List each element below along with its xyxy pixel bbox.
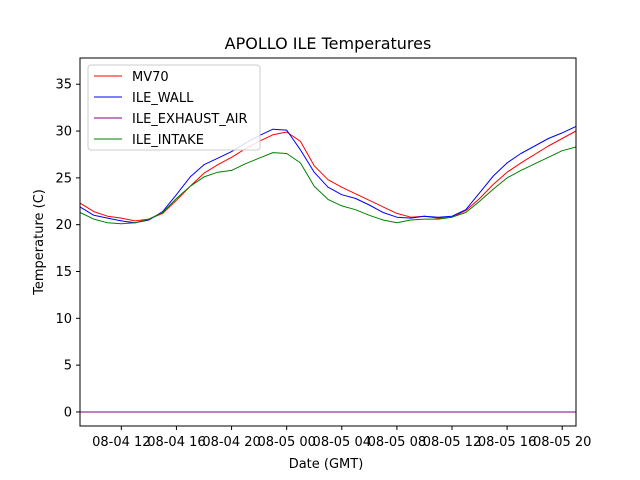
- legend-box: [87, 64, 261, 151]
- y-tick-label: 35: [55, 78, 72, 93]
- x-axis-label: Date (GMT): [289, 457, 364, 472]
- x-tick-label: 08-04 20: [202, 435, 260, 450]
- legend-label: ILE_INTAKE: [132, 133, 204, 148]
- series-line-mv70: [79, 130, 577, 222]
- y-tick-label: 5: [64, 359, 72, 374]
- y-tick-label: 15: [55, 265, 72, 280]
- y-axis-label: Temperature (C): [32, 189, 47, 296]
- legend-label: MV70: [132, 70, 169, 85]
- x-tick-label: 08-05 20: [533, 435, 591, 450]
- legend-label: ILE_EXHAUST_AIR: [132, 112, 248, 127]
- x-tick-label: 08-05 04: [313, 435, 371, 450]
- series-line-ile-wall: [79, 125, 577, 224]
- x-tick-label: 08-05 00: [257, 435, 315, 450]
- y-axis: 0 5 10 15 20 25 30 35: [55, 78, 80, 420]
- x-tick-label: 08-04 12: [92, 435, 150, 450]
- x-tick-label: 08-04 16: [147, 435, 205, 450]
- x-tick-label: 08-05 12: [423, 435, 481, 450]
- series-line-ile-intake: [79, 146, 577, 225]
- x-tick-label: 08-05 16: [478, 435, 536, 450]
- y-tick-label: 10: [55, 312, 72, 327]
- y-tick-label: 0: [64, 405, 72, 420]
- y-tick-label: 25: [55, 171, 72, 186]
- y-tick-label: 20: [55, 218, 72, 233]
- series-layer: [79, 125, 577, 413]
- axes-frame: [79, 57, 577, 427]
- legend: MV70 ILE_WALL ILE_EXHAUST_AIR ILE_INTAKE: [87, 64, 261, 151]
- x-tick-label: 08-05 08: [368, 435, 426, 450]
- legend-label: ILE_WALL: [132, 91, 194, 106]
- y-tick-label: 30: [55, 125, 72, 140]
- chart-title: APOLLO ILE Temperatures: [225, 34, 432, 53]
